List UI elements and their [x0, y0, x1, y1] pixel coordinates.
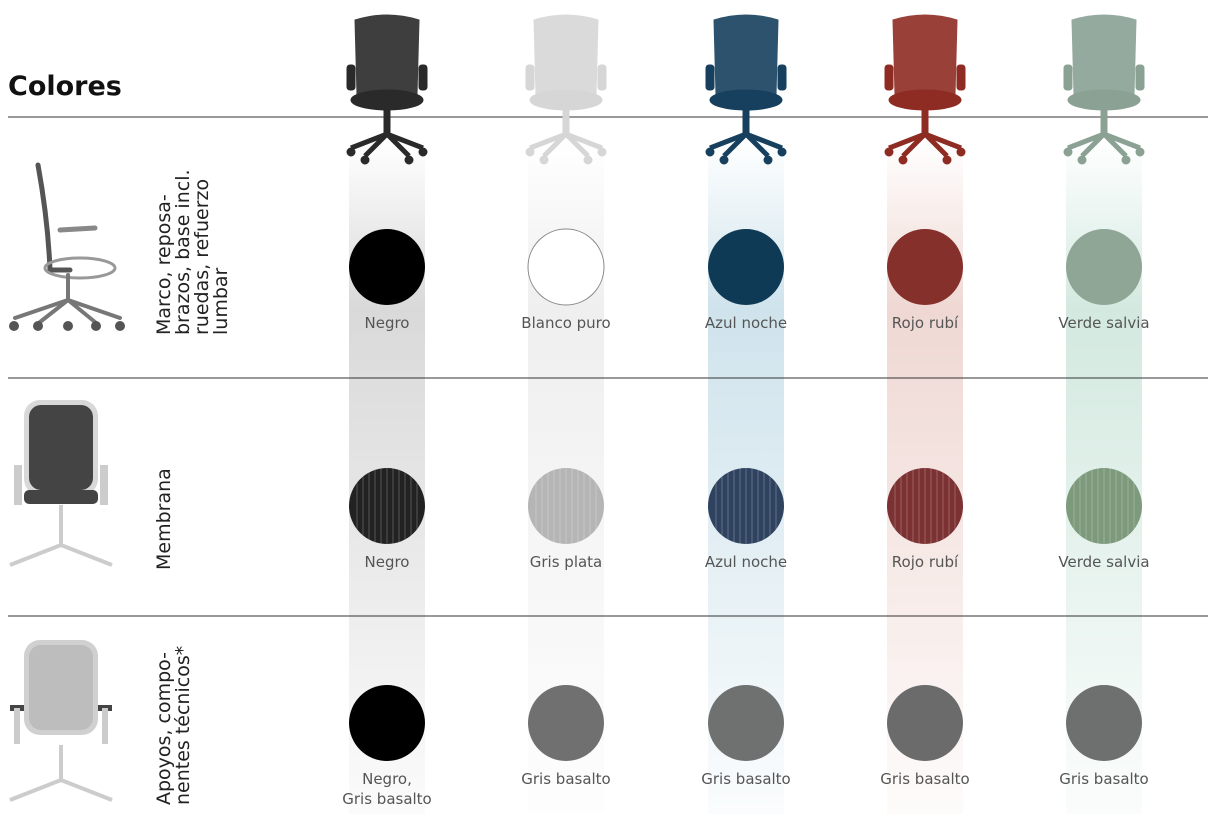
color-swatch [349, 468, 425, 544]
swatch-label: Gris basalto [521, 770, 611, 788]
swatch-label: Rojo rubí [892, 553, 959, 571]
color-swatch [1066, 229, 1142, 305]
color-swatch [349, 685, 425, 761]
chair-image [705, 14, 787, 165]
chair-image [346, 14, 428, 165]
frame-icon [9, 162, 125, 331]
row-label: nentes técnicos* [172, 646, 194, 805]
swatch-label: Rojo rubí [892, 314, 959, 332]
chair-image [525, 14, 607, 165]
swatch-label: Negro [365, 314, 410, 332]
row-label: Apoyos, compo- [153, 652, 175, 805]
color-swatch [887, 468, 963, 544]
row-label: ruedas, refuerzo [191, 179, 213, 335]
swatch-label: Gris plata [530, 553, 603, 571]
row-label: lumbar [210, 267, 232, 335]
swatch-label: Verde salvia [1058, 314, 1149, 332]
color-swatch [349, 229, 425, 305]
membrane-icon [9, 400, 113, 567]
swatch-label: Gris basalto [880, 770, 970, 788]
swatch-label: Verde salvia [1058, 553, 1149, 571]
title: Colores [8, 71, 122, 102]
swatch-label: Gris basalto [701, 770, 791, 788]
color-swatch [528, 468, 604, 544]
swatch-label: Negro [365, 553, 410, 571]
swatch-label: Gris basalto [1059, 770, 1149, 788]
components-icon [9, 640, 113, 802]
color-swatch [887, 229, 963, 305]
chair-image [884, 14, 966, 165]
color-swatch [1066, 685, 1142, 761]
color-swatch [528, 685, 604, 761]
row-label: Marco, reposa- [153, 194, 175, 335]
row-label: brazos, base incl. [172, 169, 194, 335]
color-swatch [708, 685, 784, 761]
color-swatch [887, 685, 963, 761]
swatch-label: Azul noche [705, 553, 787, 571]
row-label: Membrana [153, 468, 175, 570]
swatch-label: Negro, [362, 770, 412, 788]
color-swatch [708, 468, 784, 544]
swatch-label: Blanco puro [521, 314, 610, 332]
color-swatch [527, 228, 605, 306]
color-swatch [708, 229, 784, 305]
swatch-label: Azul noche [705, 314, 787, 332]
swatch-label: Gris basalto [342, 790, 432, 808]
color-swatch [1066, 468, 1142, 544]
chair-image [1063, 14, 1145, 165]
